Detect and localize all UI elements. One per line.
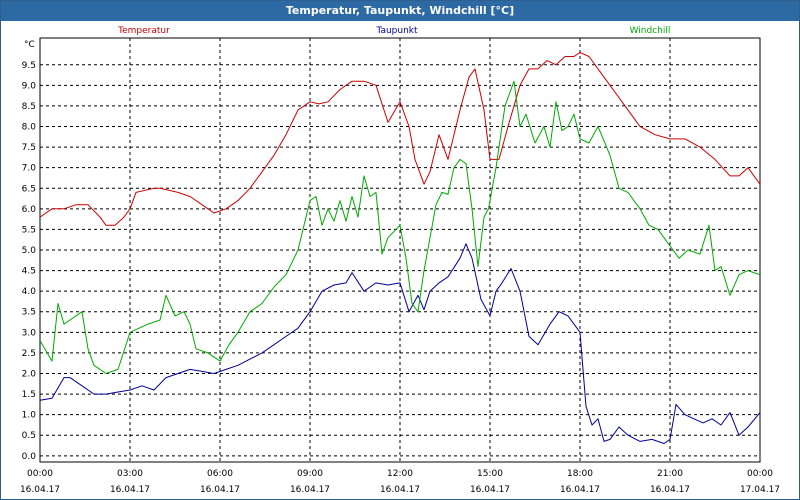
y-tick-labels: 0.0 0.5 1.0 1.5 2.0 2.5 3.0 3.5 4.0 4.5 5.0 5.5 6.0 6… — [22, 61, 37, 462]
x-tick-time: 00:00 — [27, 469, 53, 479]
x-tick-time: 15:00 — [477, 469, 503, 479]
series-line-windchill — [39, 80, 761, 374]
y-tick-label: 8.0 — [22, 123, 37, 133]
series-line-temperatur — [39, 51, 761, 226]
y-tick-label: 7.5 — [22, 143, 36, 153]
x-tick-date: 16.04.17 — [470, 485, 510, 495]
x-tick-date: 16.04.17 — [380, 485, 420, 495]
x-tick-time: 21:00 — [657, 469, 683, 479]
x-tick-time: 00:00 — [747, 469, 773, 479]
x-tick-time: 06:00 — [207, 469, 233, 479]
series-lines — [39, 51, 761, 444]
y-axis-label: °C — [24, 40, 35, 50]
y-tick-label: 2.0 — [22, 369, 37, 379]
x-tick-labels: 00:00 16.04.17 03:00 16.04.17 06:00 16.04.17 0… — [20, 469, 780, 495]
plot-frame — [39, 37, 761, 463]
y-tick-label: 8.5 — [22, 102, 36, 112]
legend-taupunkt: Taupunkt — [375, 26, 418, 36]
y-tick-label: 0.0 — [22, 452, 37, 462]
y-tick-label: 6.0 — [22, 205, 37, 215]
y-tick-label: 1.5 — [22, 390, 36, 400]
x-tick-date: 16.04.17 — [650, 485, 690, 495]
y-tick-label: 5.5 — [22, 225, 36, 235]
y-tick-label: 1.0 — [22, 411, 37, 421]
x-tick-time: 18:00 — [567, 469, 593, 479]
x-tick-time: 12:00 — [387, 469, 413, 479]
legend-windchill: Windchill — [630, 26, 671, 36]
x-tick-date: 16.04.17 — [110, 485, 150, 495]
x-tick-time: 03:00 — [117, 469, 143, 479]
x-tick-date: 16.04.17 — [290, 485, 330, 495]
y-tick-label: 3.5 — [22, 308, 36, 318]
y-tick-label: 5.0 — [22, 246, 37, 256]
y-tick-label: 0.5 — [22, 431, 36, 441]
y-tick-label: 6.5 — [22, 184, 36, 194]
x-tick-date: 16.04.17 — [560, 485, 600, 495]
y-tick-label: 2.5 — [22, 349, 36, 359]
window-title: Temperatur, Taupunkt, Windchill [°C] — [1, 1, 799, 21]
x-tick-time: 09:00 — [297, 469, 323, 479]
y-tick-label: 9.5 — [22, 61, 36, 71]
legend-temperatur: Temperatur — [117, 26, 170, 36]
y-tick-label: 4.5 — [22, 267, 36, 277]
y-tick-label: 7.0 — [22, 164, 37, 174]
y-tick-label: 9.0 — [22, 81, 37, 91]
legend: Temperatur Taupunkt Windchill — [117, 26, 670, 36]
x-tick-date: 16.04.17 — [200, 485, 240, 495]
y-tick-label: 3.0 — [22, 328, 37, 338]
y-tick-label: 4.0 — [22, 287, 37, 297]
x-tick-date: 16.04.17 — [20, 485, 60, 495]
x-tick-date: 17.04.17 — [740, 485, 780, 495]
series-line-taupunkt — [39, 243, 761, 444]
